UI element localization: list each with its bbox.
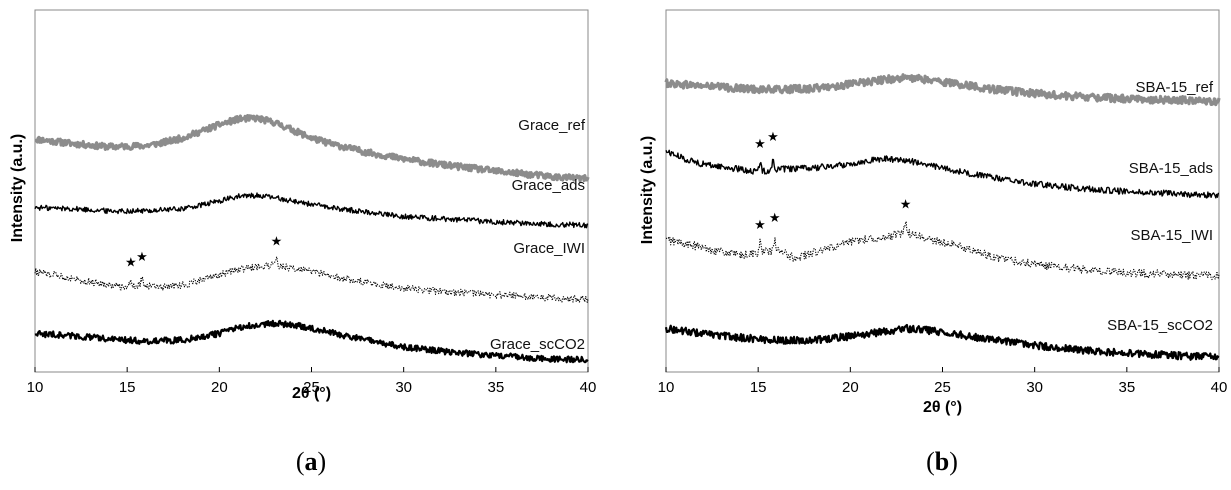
x-axis-title: 2θ (°) bbox=[292, 385, 331, 402]
x-tick-label: 35 bbox=[1118, 379, 1135, 396]
x-axis-title: 2θ (°) bbox=[923, 399, 962, 416]
series-line-sba-15-scco2 bbox=[664, 323, 1220, 361]
x-tick-label: 35 bbox=[487, 379, 504, 396]
peak-star-marker: ★ bbox=[754, 137, 766, 152]
x-tick-label: 10 bbox=[27, 379, 44, 396]
peak-star-marker: ★ bbox=[754, 218, 766, 233]
plot-frame bbox=[34, 9, 589, 373]
y-axis-title: Intensity (a.u.) bbox=[639, 136, 656, 244]
panel-label-letter: a bbox=[305, 447, 318, 476]
panel-a: 10 15 20 25 30 35 40 2θ (°) Intensity (a.u.) (a) G… bbox=[9, 9, 597, 476]
x-tick-label: 15 bbox=[119, 379, 136, 396]
series-label: SBA-15_IWI bbox=[1130, 227, 1213, 244]
series-label: Grace_ref bbox=[518, 117, 586, 134]
series-label: Grace_scCO2 bbox=[490, 336, 585, 353]
x-tick-label: 20 bbox=[842, 379, 859, 396]
series-label: SBA-15_scCO2 bbox=[1107, 317, 1213, 334]
x-tick-label: 30 bbox=[1026, 379, 1043, 396]
peak-star-marker: ★ bbox=[767, 130, 779, 145]
series-label: SBA-15_ads bbox=[1129, 160, 1213, 177]
series-line-grace-ref bbox=[34, 113, 590, 183]
x-tick-label: 40 bbox=[1211, 379, 1228, 396]
x-tick-label: 25 bbox=[303, 379, 320, 396]
peak-star-marker: ★ bbox=[136, 250, 148, 265]
series-line-grace-ads bbox=[34, 192, 589, 229]
x-tick-label: 10 bbox=[658, 379, 675, 396]
x-tick-label: 30 bbox=[395, 379, 412, 396]
panel-b: 10 15 20 25 30 35 40 2θ (°) Intensity (a.u.) (b) S… bbox=[639, 9, 1228, 476]
peak-star-marker: ★ bbox=[271, 234, 283, 249]
series-line-sba-15-iwi bbox=[665, 220, 1220, 281]
panel-label-letter: b bbox=[935, 447, 949, 476]
y-axis-title: Intensity (a.u.) bbox=[9, 134, 26, 242]
series-line-sba-15-ref bbox=[664, 73, 1221, 107]
panel-label: (b) bbox=[926, 447, 958, 476]
peak-star-marker: ★ bbox=[900, 197, 912, 212]
series-label: Grace_IWI bbox=[513, 240, 585, 257]
series-line-grace-scco2 bbox=[34, 319, 589, 364]
peak-star-marker: ★ bbox=[125, 255, 137, 270]
series-label: SBA-15_ref bbox=[1135, 79, 1213, 96]
x-tick-label: 40 bbox=[580, 379, 597, 396]
panel-label: (a) bbox=[296, 447, 326, 476]
x-tick-label: 20 bbox=[211, 379, 228, 396]
series-label: Grace_ads bbox=[512, 177, 585, 194]
series-line-grace-iwi bbox=[34, 256, 589, 303]
x-tick-label: 15 bbox=[750, 379, 767, 396]
peak-star-marker: ★ bbox=[769, 211, 781, 226]
x-tick-label: 25 bbox=[934, 379, 951, 396]
series-line-sba-15-ads bbox=[665, 149, 1219, 199]
